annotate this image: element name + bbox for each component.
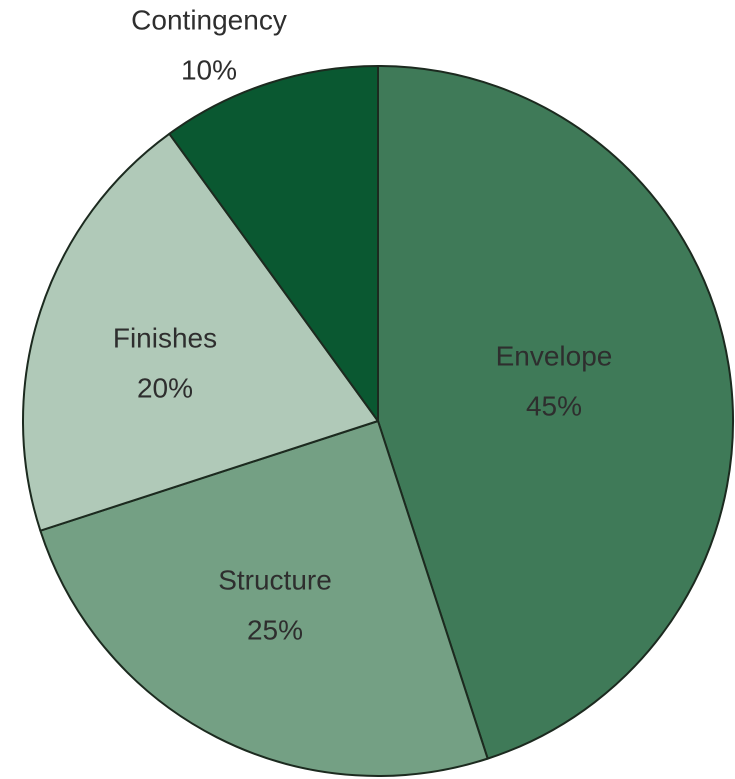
pie-slices — [23, 66, 733, 776]
slice-label-structure: Structure — [218, 565, 332, 596]
slice-percent-finishes: 20% — [137, 373, 193, 404]
slice-label-contingency: Contingency — [131, 5, 287, 36]
slice-label-finishes: Finishes — [113, 323, 217, 354]
slice-percent-envelope: 45% — [526, 391, 582, 422]
slice-label-envelope: Envelope — [496, 341, 613, 372]
slice-percent-contingency: 10% — [181, 55, 237, 86]
slice-percent-structure: 25% — [247, 615, 303, 646]
